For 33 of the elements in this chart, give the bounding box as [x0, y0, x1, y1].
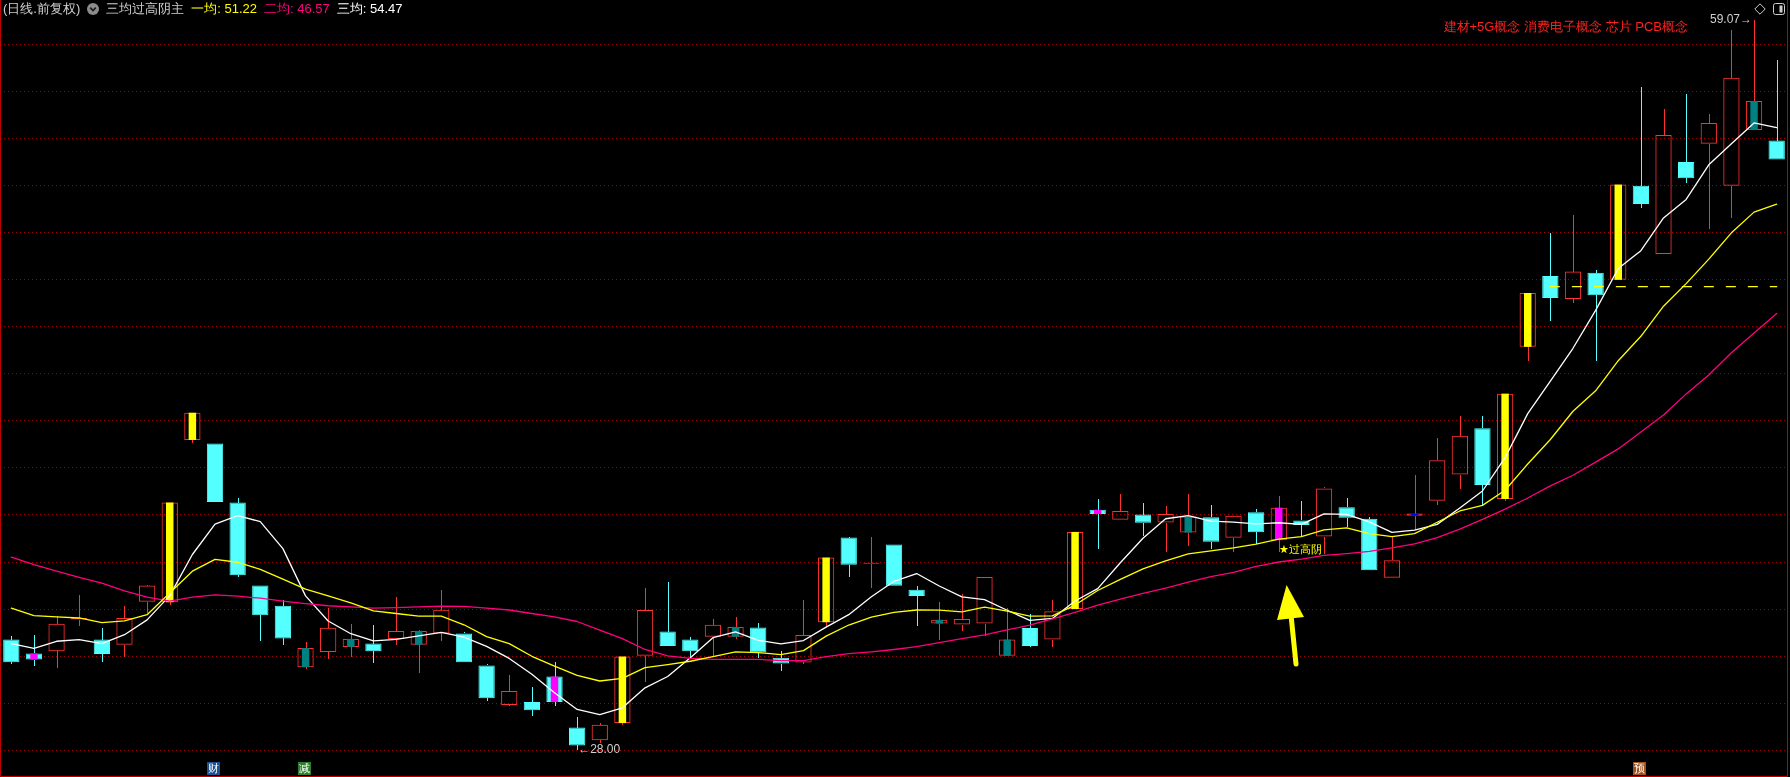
annotation: 预: [1633, 762, 1646, 775]
candlestick: [3, 635, 20, 665]
candlestick: [1587, 269, 1604, 362]
candlestick: [750, 622, 767, 659]
annotation: 减: [298, 762, 311, 775]
text: 一均: 51.22: [191, 1, 258, 16]
candlestick: [840, 537, 857, 578]
annotation: ★过高阴: [1279, 542, 1322, 556]
candlestick: [885, 544, 903, 586]
candlestick: [1474, 415, 1491, 506]
candlestick: [1542, 232, 1559, 322]
candlestick: [206, 443, 224, 503]
text: 二均: 46.57: [264, 1, 330, 16]
annotation: 59.07→: [1710, 11, 1753, 26]
candlestick: [908, 585, 925, 627]
candlestick: [1202, 504, 1220, 550]
chart-title: 三均过高阴主: [106, 0, 185, 18]
text: 三均: 54.47: [336, 1, 403, 16]
annotation: 建材+5G概念 消费电子概念 芯片 PCB概念: [1443, 19, 1688, 35]
candlestick: [1134, 502, 1152, 537]
candlestick: [365, 624, 382, 664]
candlestick: [252, 585, 269, 642]
annotation: 财: [207, 762, 220, 775]
bar: [188, 412, 197, 440]
candlestick: [478, 665, 495, 702]
candlestick: [229, 497, 246, 578]
annotation: ←28.00: [578, 742, 621, 757]
bar: [1071, 531, 1079, 610]
candlestick: [1768, 59, 1785, 160]
candlestick: [455, 633, 473, 663]
chart-subtitle: (日线.前复权): [3, 0, 81, 18]
bar: [1501, 393, 1509, 499]
candlestick: [523, 686, 541, 717]
